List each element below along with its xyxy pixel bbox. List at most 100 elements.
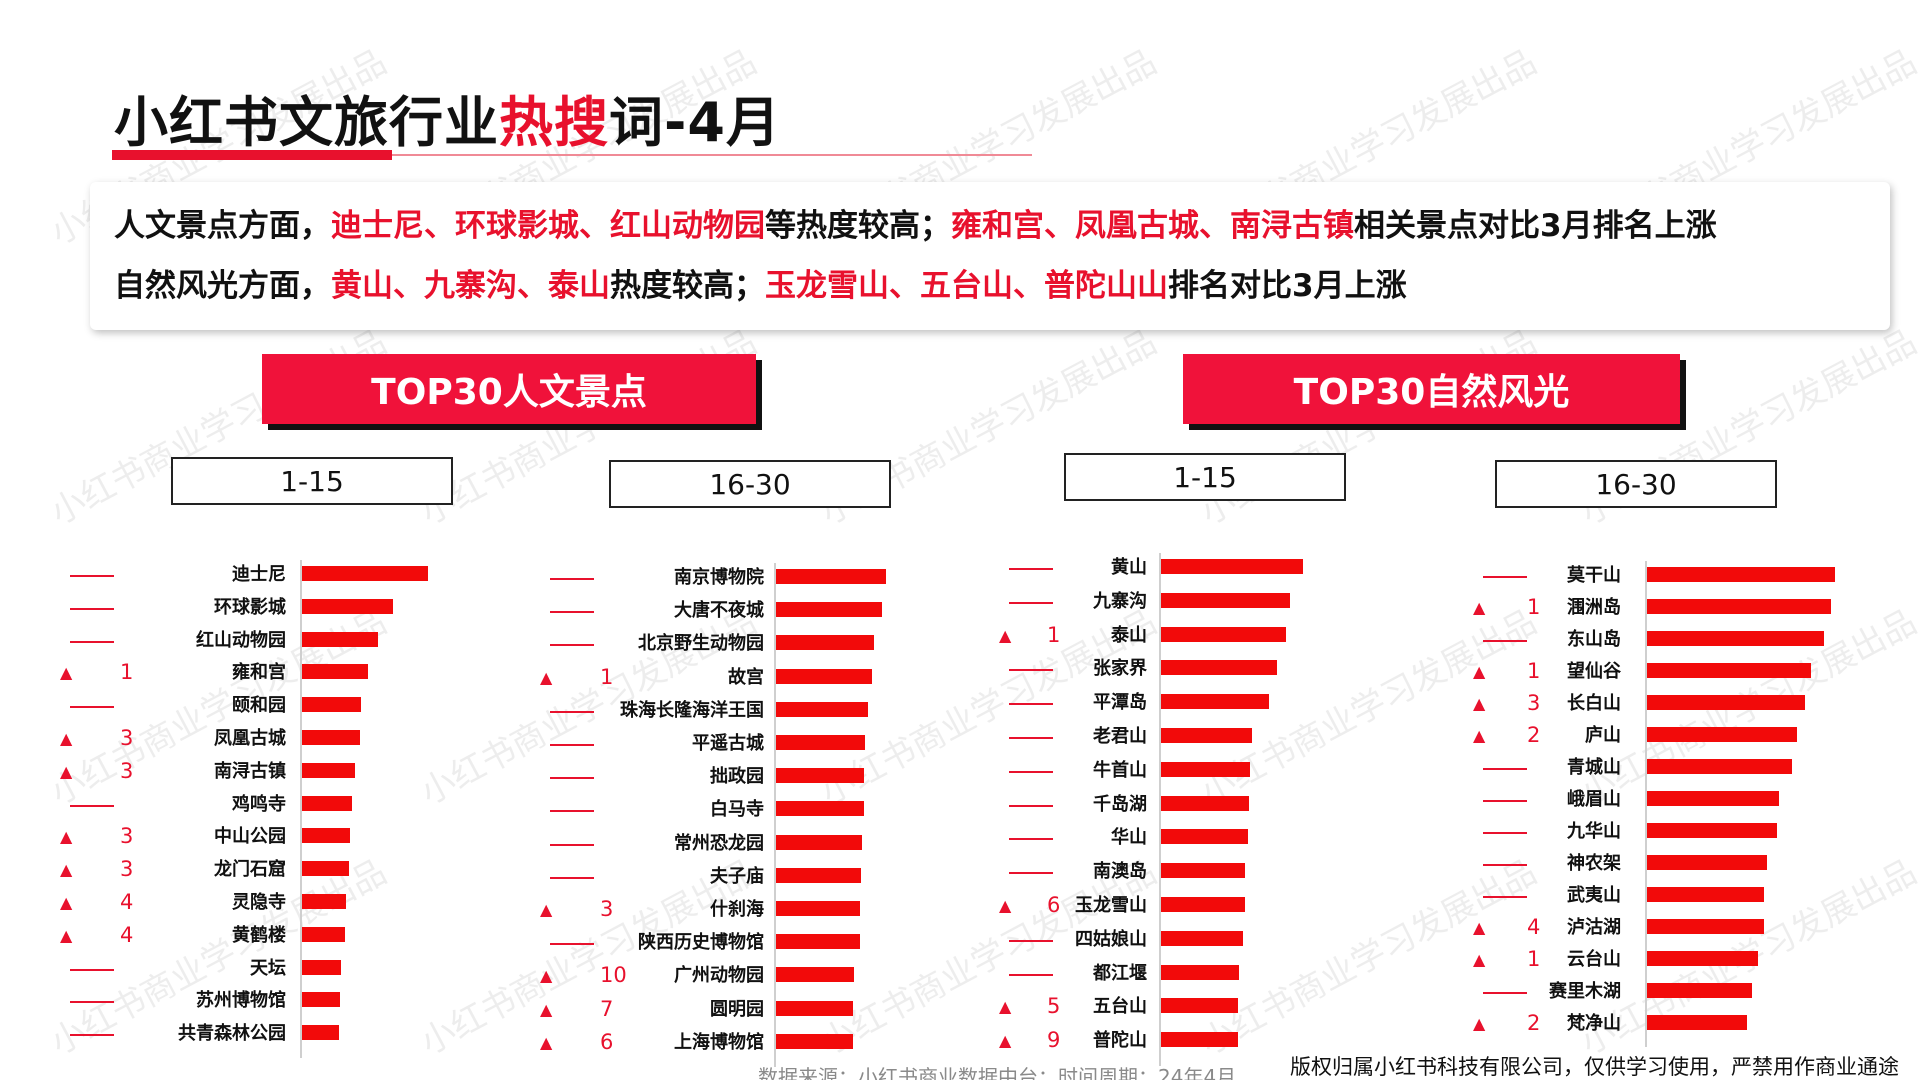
bar xyxy=(776,635,874,650)
bar xyxy=(1647,919,1764,934)
rank-change-value: 3 xyxy=(120,857,134,881)
rank-change-value: 3 xyxy=(600,897,614,921)
bar xyxy=(1161,965,1239,980)
bar xyxy=(1161,998,1238,1013)
rank-up-icon: ▲ xyxy=(60,762,73,781)
category-label: 梵净山 xyxy=(1567,1013,1621,1034)
category-label: 常州恐龙园 xyxy=(674,833,764,854)
bar xyxy=(302,763,355,778)
rank-up-icon: ▲ xyxy=(60,729,73,748)
chart-row: 张家界 xyxy=(985,654,1315,684)
chart-axis xyxy=(1645,561,1647,1047)
rank-change-value: 1 xyxy=(120,660,134,684)
bar xyxy=(776,934,860,949)
rank-unchanged-mark xyxy=(1483,896,1527,898)
category-label: 千岛湖 xyxy=(1093,794,1147,815)
rank-change-value: 6 xyxy=(600,1030,614,1054)
bar xyxy=(1161,829,1248,844)
chart-row: 颐和园 xyxy=(40,691,420,721)
rank-unchanged-mark xyxy=(70,641,114,643)
rank-change-value: 3 xyxy=(120,824,134,848)
summary-segment: 排名对比3月上涨 xyxy=(1168,268,1407,304)
category-label: 颐和园 xyxy=(232,695,286,716)
rank-up-icon: ▲ xyxy=(1473,694,1486,713)
rank-unchanged-mark xyxy=(1483,992,1527,994)
chart-row: ▲ 4 泸沽湖 xyxy=(1455,913,1855,943)
chart-row: 华山 xyxy=(985,823,1315,853)
chart-row: 神农架 xyxy=(1455,849,1855,879)
category-label: 红山动物园 xyxy=(196,630,286,651)
chart-row: 平潭岛 xyxy=(985,688,1315,718)
rank-unchanged-mark xyxy=(550,578,594,580)
chart-row: 苏州博物馆 xyxy=(40,986,420,1016)
rank-change-value: 4 xyxy=(120,890,134,914)
rank-unchanged-mark xyxy=(70,1001,114,1003)
bar xyxy=(1647,855,1767,870)
range-label-culture-2: 16-30 xyxy=(609,460,891,508)
rank-up-icon: ▲ xyxy=(1473,950,1486,969)
summary-segment: 黄山、九寨沟、泰山 xyxy=(331,268,610,304)
category-label: 夫子庙 xyxy=(710,866,764,887)
rank-up-icon: ▲ xyxy=(999,997,1012,1016)
bar xyxy=(776,735,865,750)
rank-unchanged-mark xyxy=(1009,940,1053,942)
rank-up-icon: ▲ xyxy=(540,668,553,687)
chart-row: ▲ 3 中山公园 xyxy=(40,822,420,852)
chart-row: ▲ 5 五台山 xyxy=(985,992,1315,1022)
bar xyxy=(776,569,886,584)
category-label: 东山岛 xyxy=(1567,629,1621,650)
category-label: 北京野生动物园 xyxy=(638,633,764,654)
category-label: 都江堰 xyxy=(1093,963,1147,984)
chart-row: ▲ 1 雍和宫 xyxy=(40,658,420,688)
bar xyxy=(302,566,428,581)
bar xyxy=(302,697,361,712)
category-label: 青城山 xyxy=(1567,757,1621,778)
bar xyxy=(776,967,854,982)
chart-row: ▲ 3 什刹海 xyxy=(520,895,900,925)
category-label: 灵隐寺 xyxy=(232,892,286,913)
bar xyxy=(1161,762,1250,777)
bar xyxy=(1647,759,1792,774)
chart-axis xyxy=(1159,553,1161,1066)
rank-change-value: 7 xyxy=(600,997,614,1021)
bar xyxy=(776,801,864,816)
title-suffix: 词-4月 xyxy=(609,91,781,154)
rank-change-value: 2 xyxy=(1527,1011,1541,1035)
chart-row: 都江堰 xyxy=(985,959,1315,989)
rank-unchanged-mark xyxy=(70,969,114,971)
chart-row: 峨眉山 xyxy=(1455,785,1855,815)
chart-row: 南澳岛 xyxy=(985,857,1315,887)
bar xyxy=(1161,1032,1238,1047)
chart-row: 红山动物园 xyxy=(40,626,420,656)
chart-row: 老君山 xyxy=(985,722,1315,752)
rank-unchanged-mark xyxy=(550,611,594,613)
chart-row: ▲ 6 上海博物馆 xyxy=(520,1028,900,1058)
summary-line-nature: 自然风光方面，黄山、九寨沟、泰山热度较高；玉龙雪山、五台山、普陀山山排名对比3月… xyxy=(114,256,1866,316)
rank-up-icon: ▲ xyxy=(1473,726,1486,745)
rank-change-value: 10 xyxy=(600,963,627,987)
bar xyxy=(1161,863,1245,878)
chart-row: ▲ 3 南浔古镇 xyxy=(40,757,420,787)
category-label: 牛首山 xyxy=(1093,760,1147,781)
category-label: 雍和宫 xyxy=(232,662,286,683)
chart-row: ▲ 1 望仙谷 xyxy=(1455,657,1855,687)
rank-up-icon: ▲ xyxy=(540,1000,553,1019)
rank-up-icon: ▲ xyxy=(1473,662,1486,681)
rank-unchanged-mark xyxy=(550,844,594,846)
chart-row: 南京博物院 xyxy=(520,563,900,593)
rank-change-value: 1 xyxy=(1527,595,1541,619)
rank-unchanged-mark xyxy=(70,805,114,807)
range-label-nature-2: 16-30 xyxy=(1495,460,1777,508)
category-label: 张家界 xyxy=(1093,658,1147,679)
category-label: 环球影城 xyxy=(214,597,286,618)
chart-row: 九寨沟 xyxy=(985,587,1315,617)
rank-unchanged-mark xyxy=(1483,576,1527,578)
bar xyxy=(1647,951,1758,966)
rank-unchanged-mark xyxy=(1009,669,1053,671)
chart-row: 大唐不夜城 xyxy=(520,596,900,626)
rank-change-value: 1 xyxy=(1527,659,1541,683)
summary-segment: 人文景点方面， xyxy=(114,208,331,244)
bar xyxy=(302,796,352,811)
watermark-text: 小红书商业学习发展出品 xyxy=(1194,322,1544,534)
category-label: 天坛 xyxy=(250,958,286,979)
